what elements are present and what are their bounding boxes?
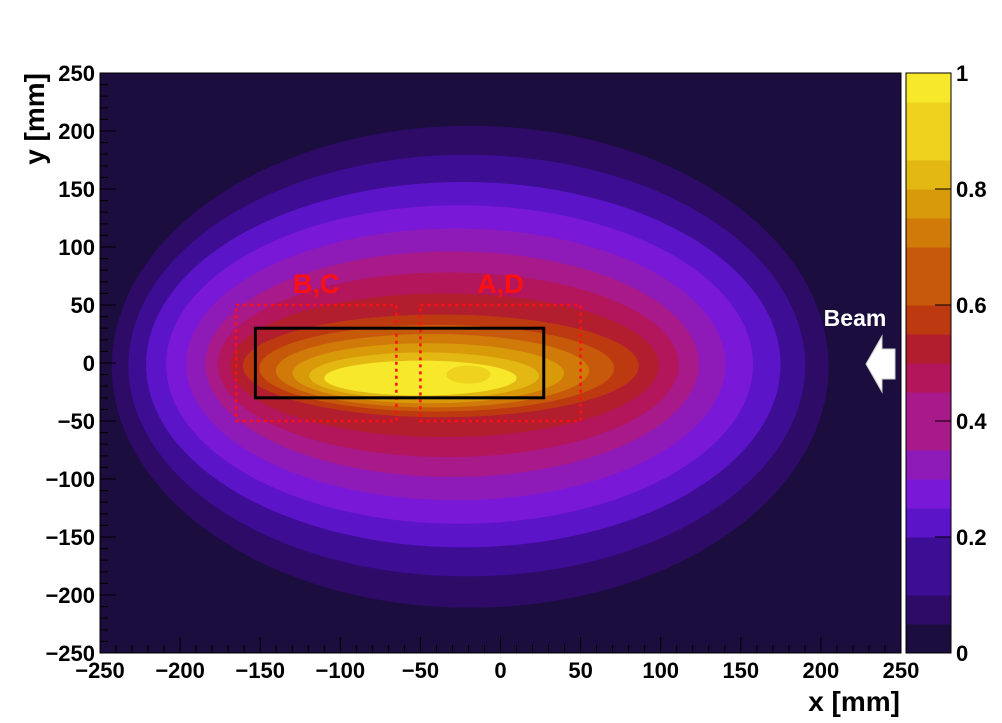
x-tick-label: −150: [235, 658, 285, 683]
colorbar-segment: [906, 624, 951, 654]
colorbar-segment: [906, 450, 951, 480]
beam-label: Beam: [824, 305, 887, 331]
colorbar-segment: [906, 305, 951, 335]
y-axis-title: y [mm]: [19, 73, 50, 165]
x-tick-label: −50: [402, 658, 439, 683]
heatmap-layer: [100, 105, 845, 630]
annotation-layer: [234, 303, 582, 423]
colorbar-segment: [906, 566, 951, 596]
colorbar-segment: [906, 160, 951, 190]
x-tick-label: 100: [642, 658, 679, 683]
x-tick-label: −250: [75, 658, 125, 683]
x-tick-label: 200: [803, 658, 840, 683]
x-tick-label: 50: [568, 658, 592, 683]
colorbar-segment: [906, 363, 951, 393]
colorbar-segment: [906, 537, 951, 567]
heatmap-peak: [396, 372, 429, 389]
colorbar-tick-label: 0.2: [956, 525, 987, 550]
y-tick-label: 50: [71, 293, 95, 318]
y-tick-label: 100: [58, 235, 95, 260]
y-tick-label: −100: [45, 467, 95, 492]
y-tick-label: −50: [58, 409, 95, 434]
region-label-ad: A,D: [477, 269, 524, 299]
x-tick-label: −200: [155, 658, 205, 683]
x-tick-label: 250: [883, 658, 920, 683]
x-tick-label: −100: [316, 658, 366, 683]
region-box-bc: [234, 303, 398, 423]
region-label-bc: B,C: [293, 269, 340, 299]
colorbar-segment: [906, 479, 951, 509]
colorbar-segment: [906, 508, 951, 538]
colorbar-tick-label: 0.4: [956, 409, 987, 434]
colorbar-tick-label: 0.8: [956, 177, 987, 202]
colorbar-segment: [906, 247, 951, 277]
y-tick-label: −150: [45, 525, 95, 550]
colorbar-segment: [906, 276, 951, 306]
heatmap-contour-band: [446, 365, 491, 384]
colorbar-segment: [906, 421, 951, 451]
colorbar-segment: [906, 73, 951, 103]
x-tick-label: 0: [494, 658, 506, 683]
x-tick-label: 150: [722, 658, 759, 683]
colorbar-segment: [906, 102, 951, 132]
colorbar-tick-label: 1: [956, 61, 968, 86]
detector-outline-box: [253, 326, 546, 400]
beam-indicator: Beam: [824, 305, 896, 394]
y-tick-label: 0: [83, 351, 95, 376]
colorbar-segment: [906, 189, 951, 219]
colorbar: 0 0.2 0.4 0.6 0.8 1: [905, 61, 987, 666]
colorbar-segment: [906, 392, 951, 422]
y-tick-label: 150: [58, 177, 95, 202]
colorbar-tick-label: 0.6: [956, 293, 987, 318]
region-box-ad: [419, 303, 582, 423]
beam-arrow-icon: [865, 334, 896, 394]
colorbar-segment: [906, 595, 951, 625]
colorbar-segment: [906, 131, 951, 161]
colorbar-segment: [906, 218, 951, 248]
y-tick-label: 250: [58, 61, 95, 86]
colorbar-tick-label: 0: [956, 641, 968, 666]
x-axis-title: x [mm]: [808, 686, 900, 717]
colorbar-segment: [906, 334, 951, 364]
y-tick-label: 200: [58, 119, 95, 144]
y-tick-label: −200: [45, 583, 95, 608]
y-tick-label: −250: [45, 641, 95, 666]
axes-layer: −250 −200 −150 −100 −50 0 50 100 150 200 250 −250 −2…: [45, 61, 919, 683]
colorbar-frame: [905, 72, 952, 654]
